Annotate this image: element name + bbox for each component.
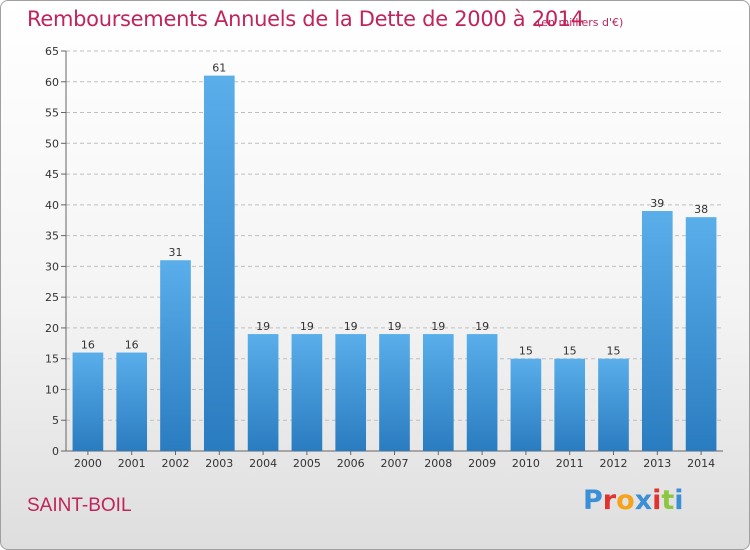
logo-letter: x [634, 485, 653, 516]
x-tick-labels: 2000 2001 2002 2003 2004 2005 2006 2007 2008 2009… [74, 457, 715, 470]
bar-2014 [685, 217, 717, 451]
logo-letter: r [602, 485, 617, 516]
bar-2007 [379, 334, 410, 451]
chart-title: Remboursements Annuels de la Dette de 20… [27, 7, 584, 31]
bar-2002 [160, 260, 191, 451]
x-tick-label-2003: 2003 [205, 457, 233, 470]
data-label-2014: 38 [694, 203, 708, 216]
x-tick-label-2002: 2002 [162, 457, 190, 470]
bar-2006 [335, 334, 367, 451]
data-label-2012: 15 [607, 345, 621, 358]
chart-subtitle: (en milliers d'€) [537, 16, 624, 29]
x-tick-label-2012: 2012 [600, 457, 628, 470]
y-tick-label: 65 [45, 45, 59, 58]
logo-letter: P [583, 485, 603, 516]
logo-letter: o [616, 485, 635, 516]
x-tick-label-2010: 2010 [512, 457, 540, 470]
bar-2003 [203, 75, 235, 451]
x-tick-label-2000: 2000 [74, 457, 102, 470]
bar-2011 [554, 358, 586, 451]
logo-letter: i [652, 485, 662, 516]
bar-2013 [641, 211, 673, 451]
x-tick-label-2013: 2013 [643, 457, 671, 470]
x-tick-label-2009: 2009 [468, 457, 496, 470]
data-label-2004: 19 [256, 320, 270, 333]
data-label-2003: 61 [212, 62, 226, 75]
data-label-2010: 15 [519, 345, 533, 358]
y-tick-label: 35 [45, 230, 59, 243]
bar-2009 [466, 334, 498, 451]
y-tick-label: 60 [45, 76, 59, 89]
y-tick-label: 50 [45, 137, 59, 150]
x-tick-label-2001: 2001 [118, 457, 146, 470]
bar-2001 [116, 352, 148, 451]
y-tick-label: 55 [45, 107, 59, 120]
bar-2008 [422, 334, 454, 451]
x-tick-label-2011: 2011 [556, 457, 584, 470]
x-tick-label-2014: 2014 [687, 457, 715, 470]
y-tick-label: 20 [45, 322, 59, 335]
logo-letter: i [674, 485, 684, 516]
data-label-2005: 19 [300, 320, 314, 333]
data-label-2002: 31 [169, 246, 183, 259]
y-tick-label: 0 [52, 445, 59, 458]
logo-letter: t [661, 485, 675, 516]
data-label-2000: 16 [81, 339, 95, 352]
y-tick-label: 40 [45, 199, 59, 212]
x-tick-label-2006: 2006 [337, 457, 365, 470]
data-label-2013: 39 [650, 197, 664, 210]
bar-2012 [598, 358, 629, 451]
data-label-2009: 19 [475, 320, 489, 333]
x-tick-label-2004: 2004 [249, 457, 277, 470]
bar-2004 [247, 334, 279, 451]
data-label-2011: 15 [563, 345, 577, 358]
y-tick-label: 30 [45, 260, 59, 273]
bar-2010 [510, 358, 542, 451]
data-label-2001: 16 [125, 339, 139, 352]
data-label-2008: 19 [431, 320, 445, 333]
y-tick-label: 5 [52, 414, 59, 427]
y-tick-label: 15 [45, 353, 59, 366]
x-tick-label-2007: 2007 [381, 457, 409, 470]
bars [72, 75, 717, 451]
data-labels: 16 16 31 61 19 19 19 19 19 19 15 15 15 39 38 [81, 62, 708, 358]
bar-2005 [291, 334, 323, 451]
x-tick-label-2008: 2008 [424, 457, 452, 470]
y-tick-labels: 0 5 10 15 20 25 30 35 40 45 50 55 60 65 [45, 45, 59, 458]
city-name: SAINT-BOIL [27, 495, 132, 516]
bar-2000 [72, 352, 104, 451]
x-tick-label-2005: 2005 [293, 457, 321, 470]
data-label-2007: 19 [388, 320, 402, 333]
y-tick-label: 10 [45, 383, 59, 396]
data-label-2006: 19 [344, 320, 358, 333]
y-tick-label: 25 [45, 291, 59, 304]
proxiti-logo: Proxiti [583, 485, 684, 516]
y-tick-label: 45 [45, 168, 59, 181]
